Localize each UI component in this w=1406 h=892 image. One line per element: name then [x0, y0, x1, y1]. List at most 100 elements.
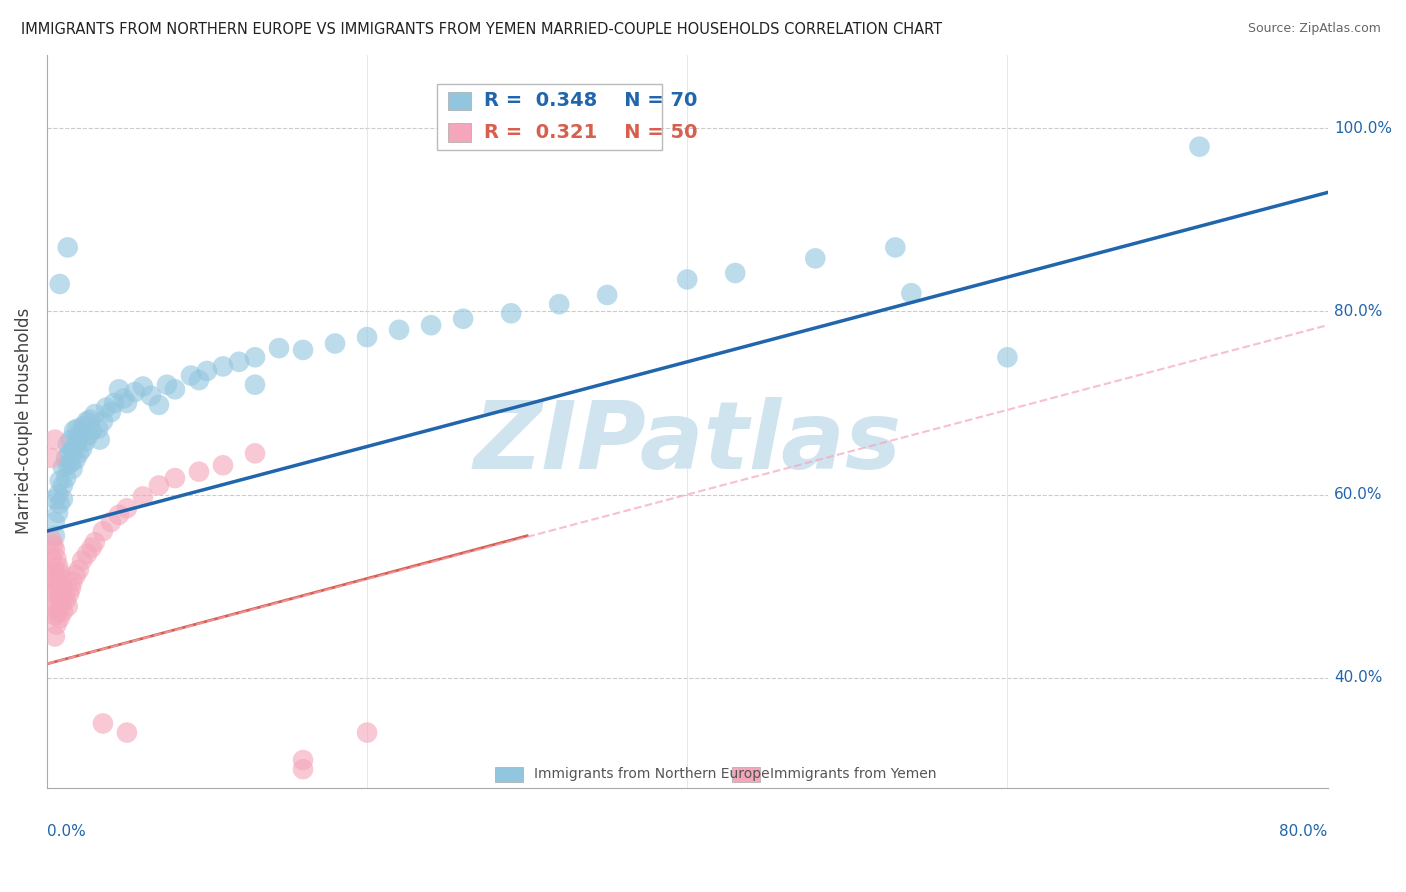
Text: 80.0%: 80.0% [1334, 304, 1382, 319]
Point [52, 460, 75, 475]
Point [188, 373, 211, 387]
Point [1188, 139, 1211, 153]
Point [243, 377, 266, 392]
Point [58, 446, 80, 460]
Point [148, 398, 170, 412]
Point [65, 568, 87, 582]
Point [44, 586, 66, 600]
Point [676, 272, 699, 286]
Point [67, 563, 90, 577]
Text: ZIPatlas: ZIPatlas [474, 397, 901, 490]
Point [115, 725, 138, 739]
Point [45, 574, 67, 589]
Point [91, 524, 114, 538]
Point [195, 364, 218, 378]
Point [48, 277, 70, 291]
Point [108, 382, 131, 396]
Point [163, 471, 186, 485]
Point [59, 433, 82, 447]
Point [79, 412, 101, 426]
Point [44, 433, 66, 447]
Point [267, 341, 290, 355]
Point [356, 330, 378, 344]
Point [70, 442, 93, 456]
Point [94, 401, 117, 415]
Point [62, 462, 84, 476]
Point [91, 716, 114, 731]
Point [76, 414, 98, 428]
Point [56, 599, 79, 614]
Text: 80.0%: 80.0% [1279, 824, 1327, 839]
Y-axis label: Married-couple Households: Married-couple Households [15, 309, 32, 534]
Point [55, 471, 77, 485]
Point [84, 535, 107, 549]
Point [67, 446, 90, 460]
Point [212, 359, 235, 374]
Point [46, 581, 69, 595]
Point [420, 318, 443, 333]
Point [292, 762, 315, 776]
Point [53, 586, 76, 600]
Point [59, 581, 82, 595]
Text: 60.0%: 60.0% [1334, 487, 1382, 502]
Text: R =  0.348    N = 70: R = 0.348 N = 70 [484, 91, 697, 110]
Point [48, 497, 70, 511]
Point [44, 542, 66, 557]
Point [44, 529, 66, 543]
Point [51, 572, 73, 586]
FancyBboxPatch shape [447, 92, 471, 110]
Point [48, 588, 70, 602]
Point [46, 558, 69, 573]
Point [51, 596, 73, 610]
Point [323, 336, 346, 351]
Point [100, 405, 122, 419]
Point [228, 355, 250, 369]
Point [52, 478, 75, 492]
Point [44, 630, 66, 644]
Text: 40.0%: 40.0% [1334, 670, 1382, 685]
Point [388, 323, 411, 337]
Point [48, 611, 70, 625]
Point [292, 753, 315, 767]
Point [59, 456, 82, 470]
Point [115, 396, 138, 410]
Point [45, 617, 67, 632]
Point [884, 240, 907, 254]
Point [55, 592, 77, 607]
Point [65, 452, 87, 467]
Point [66, 422, 89, 436]
Point [65, 437, 87, 451]
Point [55, 450, 77, 465]
Point [42, 581, 65, 595]
Point [48, 566, 70, 580]
Point [45, 551, 67, 566]
Point [108, 508, 131, 522]
FancyBboxPatch shape [447, 123, 471, 142]
Point [46, 487, 69, 501]
Point [115, 501, 138, 516]
Point [52, 492, 75, 507]
Point [243, 446, 266, 460]
Point [80, 541, 103, 555]
Point [67, 433, 90, 447]
Text: IMMIGRANTS FROM NORTHERN EUROPE VS IMMIGRANTS FROM YEMEN MARRIED-COUPLE HOUSEHOL: IMMIGRANTS FROM NORTHERN EUROPE VS IMMIG… [21, 22, 942, 37]
Point [62, 574, 84, 589]
Point [804, 252, 827, 266]
FancyBboxPatch shape [437, 85, 662, 151]
Point [41, 533, 63, 548]
Point [41, 551, 63, 566]
Point [42, 561, 65, 575]
Point [132, 489, 155, 503]
Point [451, 311, 474, 326]
Point [41, 450, 63, 465]
Point [112, 392, 135, 406]
Point [156, 377, 179, 392]
Point [44, 566, 66, 580]
Point [292, 343, 315, 357]
Point [44, 608, 66, 623]
Point [46, 506, 69, 520]
Point [75, 434, 97, 449]
Point [80, 424, 103, 438]
Point [900, 286, 922, 301]
Point [45, 596, 67, 610]
